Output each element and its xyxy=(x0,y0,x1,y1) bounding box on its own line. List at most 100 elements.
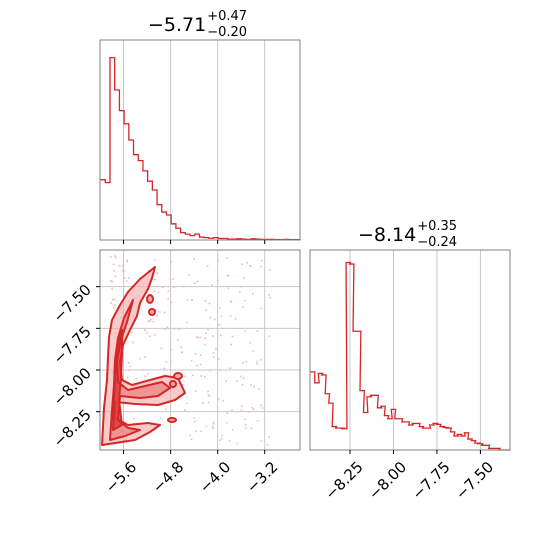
sample-point xyxy=(230,343,232,346)
sample-point xyxy=(191,374,194,377)
sample-point xyxy=(170,301,173,304)
ticks-hist-y: −8.25−8.00−7.75−7.50 xyxy=(322,450,497,503)
sample-point xyxy=(133,422,135,425)
sample-point xyxy=(193,417,195,419)
y-tick-label: −8.25 xyxy=(50,406,95,451)
sample-point xyxy=(132,341,134,344)
sample-point xyxy=(256,360,258,363)
sample-point xyxy=(163,311,166,314)
sample-point xyxy=(126,260,129,263)
sample-point xyxy=(205,332,207,334)
sample-point xyxy=(163,328,166,330)
sample-point xyxy=(252,292,254,295)
sample-point xyxy=(269,296,271,299)
sample-point xyxy=(261,407,264,409)
contour-island-1 xyxy=(146,294,154,304)
sample-point xyxy=(260,359,262,361)
sample-point xyxy=(268,335,271,337)
sample-point xyxy=(193,258,195,260)
sample-point xyxy=(222,400,225,402)
sample-point xyxy=(126,376,129,379)
sample-point xyxy=(217,358,220,360)
sample-point xyxy=(226,274,229,277)
panel-2d: −5.6 −4.8 −4.0 −3.2 −7.50−7.75−8.00−8.25 xyxy=(50,249,301,497)
sample-point xyxy=(260,440,263,442)
sample-point xyxy=(127,361,130,364)
sample-point xyxy=(153,290,156,293)
sample-point xyxy=(129,365,132,368)
title-hist-y-plus: +0.35 xyxy=(417,219,458,234)
sample-point xyxy=(215,347,217,350)
sample-point xyxy=(135,377,138,380)
sample-point xyxy=(205,309,208,311)
sample-point xyxy=(240,405,243,407)
sample-point xyxy=(212,423,215,425)
y-tick-label: −7.75 xyxy=(50,322,95,367)
sample-point xyxy=(226,257,229,259)
sample-point xyxy=(258,387,260,390)
sample-point xyxy=(207,390,209,393)
sample-point xyxy=(256,420,259,422)
sample-point xyxy=(191,298,193,301)
sample-point xyxy=(194,390,197,392)
sample-point xyxy=(228,440,231,442)
sample-point xyxy=(160,347,162,350)
sample-point xyxy=(202,402,204,404)
scatter-points xyxy=(110,255,271,446)
sample-point xyxy=(149,320,151,322)
sample-point xyxy=(231,428,234,431)
sample-point xyxy=(128,369,130,372)
sample-point xyxy=(127,277,130,280)
x-tick-label: −7.75 xyxy=(408,458,453,503)
sample-point xyxy=(213,318,216,321)
sample-point xyxy=(163,367,166,370)
sample-point xyxy=(186,298,188,301)
sample-point xyxy=(219,334,222,337)
y-tick-label: −7.50 xyxy=(50,281,95,326)
sample-point xyxy=(152,320,155,323)
sample-point xyxy=(147,373,149,375)
sample-point xyxy=(211,425,214,428)
sample-point xyxy=(112,263,115,266)
sample-point xyxy=(212,335,214,337)
sample-point xyxy=(194,353,197,355)
sample-point xyxy=(113,306,115,309)
sample-point xyxy=(178,328,180,331)
hist-y-series xyxy=(310,261,511,451)
sample-point xyxy=(141,369,144,371)
grid-hist-y xyxy=(349,250,481,450)
sample-point xyxy=(132,417,135,420)
frame-2d xyxy=(99,249,301,451)
sample-point xyxy=(242,377,245,379)
sample-point xyxy=(150,318,152,321)
title-hist-y-minus: −0.24 xyxy=(417,235,458,250)
sample-point xyxy=(167,290,170,293)
sample-point xyxy=(110,256,112,258)
sample-point xyxy=(194,282,196,285)
sample-point xyxy=(241,383,244,386)
sample-point xyxy=(250,384,252,386)
sample-point xyxy=(256,362,258,365)
sample-point xyxy=(252,350,254,352)
sample-point xyxy=(260,259,263,262)
sample-point xyxy=(234,318,237,320)
sample-point xyxy=(111,299,114,301)
sample-point xyxy=(158,311,161,313)
sample-point xyxy=(199,336,201,339)
sample-point xyxy=(229,315,232,318)
sample-point xyxy=(154,278,156,281)
sample-point xyxy=(167,298,170,300)
sample-point xyxy=(166,326,169,329)
sample-point xyxy=(205,425,208,428)
sample-point xyxy=(165,361,168,363)
sample-point xyxy=(227,287,230,290)
sample-point xyxy=(155,308,157,311)
sample-point xyxy=(230,300,233,303)
sample-point xyxy=(207,394,210,396)
frame-hist-y xyxy=(309,249,511,451)
sample-point xyxy=(113,298,115,301)
x-tick-label: −7.50 xyxy=(452,458,497,503)
sample-point xyxy=(196,364,198,367)
sample-point xyxy=(240,375,242,378)
sample-point xyxy=(247,411,250,413)
